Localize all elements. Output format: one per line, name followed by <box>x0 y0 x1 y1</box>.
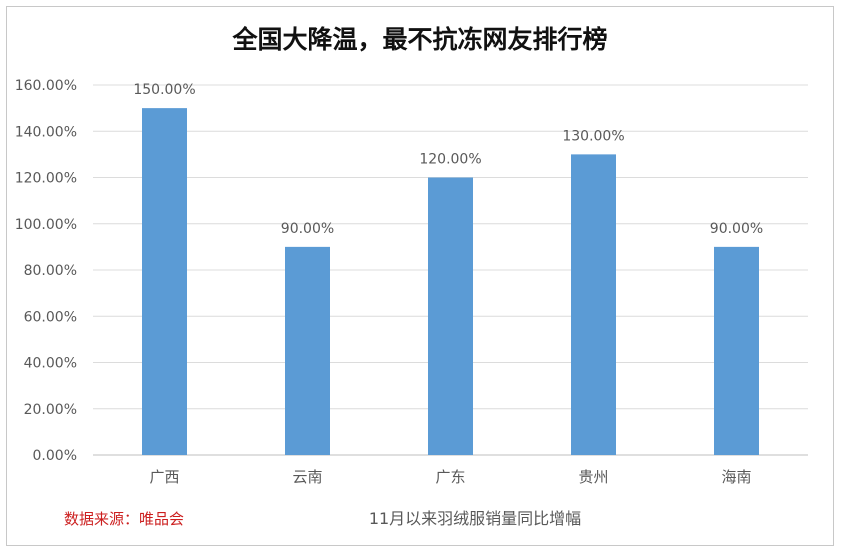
y-tick-label: 20.00% <box>24 402 77 418</box>
y-tick-label: 60.00% <box>24 309 77 325</box>
y-tick-label: 100.00% <box>15 217 77 233</box>
bar <box>428 177 473 455</box>
bar <box>285 246 330 455</box>
y-axis: 0.00% 20.00% 40.00% 60.00% 80.00% 100.00% 120.… <box>15 78 77 464</box>
x-tick-label: 广东 <box>435 468 465 486</box>
bars: 150.00% 90.00% 120.00% 130.00% 90.00% <box>133 82 763 455</box>
data-label: 130.00% <box>562 128 624 144</box>
y-tick-label: 140.00% <box>15 124 77 140</box>
data-label: 150.00% <box>133 82 195 98</box>
x-tick-label: 广西 <box>149 468 179 486</box>
y-tick-label: 80.00% <box>24 263 77 279</box>
data-label: 120.00% <box>419 152 481 168</box>
y-tick-label: 40.00% <box>24 356 77 372</box>
y-tick-label: 120.00% <box>15 171 77 187</box>
x-axis: 广西 云南 广东 贵州 海南 <box>149 468 751 486</box>
data-label: 90.00% <box>281 221 334 237</box>
x-tick-label: 云南 <box>292 468 322 486</box>
data-label: 90.00% <box>710 221 763 237</box>
bar <box>142 108 187 455</box>
source-note: 数据来源：唯品会 <box>64 510 184 528</box>
x-caption: 11月以来羽绒服销量同比增幅 <box>369 509 581 528</box>
bar <box>714 246 759 455</box>
bar <box>571 154 616 455</box>
y-tick-label: 160.00% <box>15 78 77 94</box>
x-tick-label: 贵州 <box>578 468 608 486</box>
y-tick-label: 0.00% <box>33 448 77 464</box>
x-tick-label: 海南 <box>721 468 751 486</box>
chart-title: 全国大降温，最不抗冻网友排行榜 <box>231 25 607 54</box>
